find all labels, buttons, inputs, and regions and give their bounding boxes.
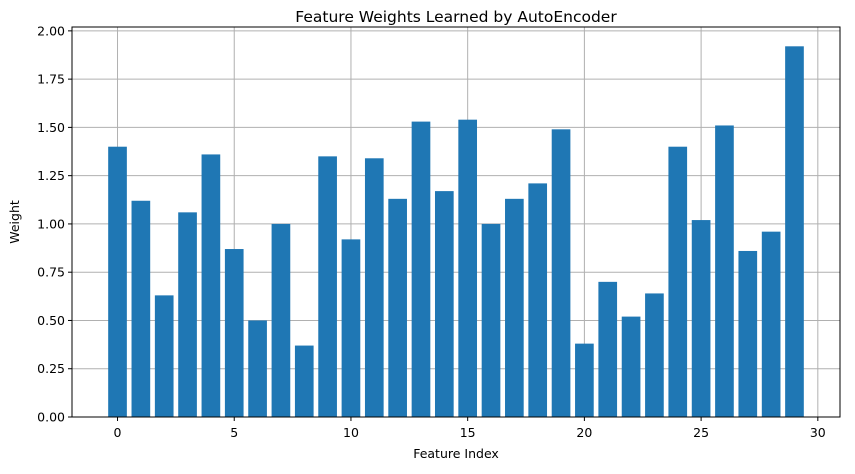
bar-feature-9	[318, 156, 337, 417]
bar-feature-13	[411, 121, 431, 418]
bar-feature-3	[178, 212, 197, 417]
x-tick-label-5: 25	[693, 425, 709, 440]
bars	[108, 46, 804, 418]
bar-feature-17	[505, 198, 524, 417]
bar-feature-24	[668, 146, 688, 417]
bar-feature-11	[364, 158, 384, 418]
x-axis-label: Feature Index	[413, 446, 499, 461]
x-tick-label-2: 10	[343, 425, 359, 440]
bar-feature-14	[434, 191, 454, 417]
y-tick-label-4: 1.00	[37, 216, 65, 231]
x-tick-label-4: 20	[576, 425, 592, 440]
bar-feature-28	[761, 231, 781, 417]
axes	[71, 26, 841, 418]
bar-feature-4	[201, 154, 221, 418]
bar-feature-20	[575, 343, 594, 417]
bar-feature-2	[154, 295, 174, 417]
x-tick-label-3: 15	[460, 425, 476, 440]
bar-feature-21	[598, 281, 618, 417]
bar-feature-19	[551, 129, 571, 418]
bar-feature-26	[715, 125, 734, 418]
bar-feature-12	[388, 198, 407, 417]
bar-feature-25	[691, 220, 711, 417]
y-tick-label-8: 2.00	[37, 23, 65, 38]
bar-feature-6	[248, 320, 267, 417]
bar-feature-5	[224, 249, 244, 417]
ticks: 0 5 10 15 20 25 30 0.00 0.25 0.50 0.75 1.00 1.25 1.50…	[37, 23, 826, 440]
bar-feature-15	[458, 119, 478, 417]
y-tick-label-6: 1.50	[37, 120, 65, 135]
bar-feature-18	[528, 183, 548, 417]
bar-feature-29	[785, 46, 804, 417]
y-tick-label-0: 0.00	[37, 410, 65, 425]
y-axis-label: Weight	[7, 200, 22, 244]
x-tick-label-6: 30	[810, 425, 826, 440]
bar-feature-1	[131, 200, 151, 417]
y-tick-label-7: 1.75	[37, 72, 65, 87]
x-tick-label-1: 5	[230, 425, 238, 440]
bar-feature-8	[294, 345, 314, 417]
bar-feature-23	[645, 293, 664, 417]
y-tick-label-1: 0.25	[37, 361, 65, 376]
bar-feature-27	[738, 250, 758, 417]
y-tick-label-2: 0.50	[37, 313, 65, 328]
x-tick-label-0: 0	[114, 425, 122, 440]
bar-feature-7	[271, 223, 291, 417]
bar-feature-16	[481, 223, 501, 417]
chart-title: Feature Weights Learned by AutoEncoder	[295, 8, 617, 26]
bar-feature-0	[108, 146, 127, 417]
y-tick-label-5: 1.25	[37, 168, 65, 183]
bar-feature-22	[621, 316, 641, 417]
bar-feature-10	[341, 239, 361, 417]
y-tick-label-3: 0.75	[37, 265, 65, 280]
plot-frame	[71, 26, 841, 418]
